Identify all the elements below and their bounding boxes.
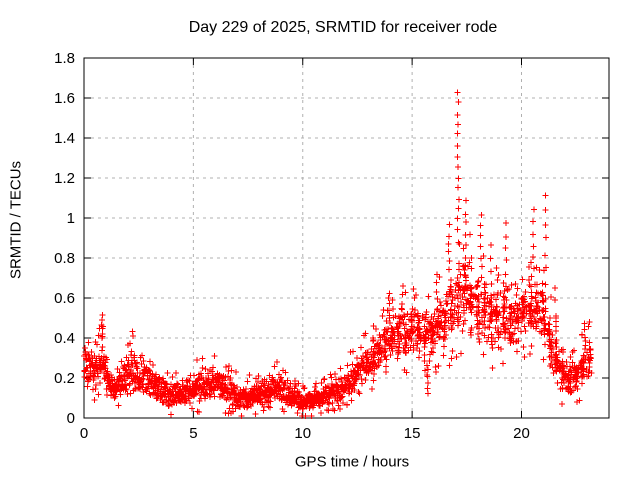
plot-border: [83, 57, 610, 419]
grid-lines: [84, 58, 609, 418]
y-tick-label: 0.8: [54, 250, 75, 267]
y-tick-label: 1.2: [54, 170, 75, 187]
x-axis-title: GPS time / hours: [294, 453, 410, 471]
y-tick-label: 0.6: [54, 290, 75, 307]
y-tick-label: 1.6: [54, 90, 75, 107]
x-tick-label: 15: [404, 425, 421, 442]
chart-title: Day 229 of 2025, SRMTID for receiver rod…: [188, 19, 498, 36]
axis-ticks: [83, 57, 609, 419]
data-points: [81, 89, 595, 419]
y-tick-label: 0.4: [54, 330, 75, 347]
y-tick-label: 0.2: [54, 370, 75, 387]
x-tick-label: 20: [513, 425, 530, 442]
x-tick-label: 10: [294, 425, 311, 442]
tick-labels: 0 5 10 15 20 0 0.2 0.4 0.6 0.8 1 1.2 1.4 1.6 1.8: [54, 50, 530, 442]
y-tick-label: 1.4: [54, 130, 75, 147]
x-tick-label: 0: [80, 425, 88, 442]
y-tick-label: 0: [67, 410, 75, 427]
y-tick-label: 1.8: [54, 50, 75, 67]
y-axis-title: SRMTID / TECUs: [7, 160, 25, 280]
x-tick-label: 5: [189, 425, 197, 442]
y-tick-label: 1: [67, 210, 75, 227]
